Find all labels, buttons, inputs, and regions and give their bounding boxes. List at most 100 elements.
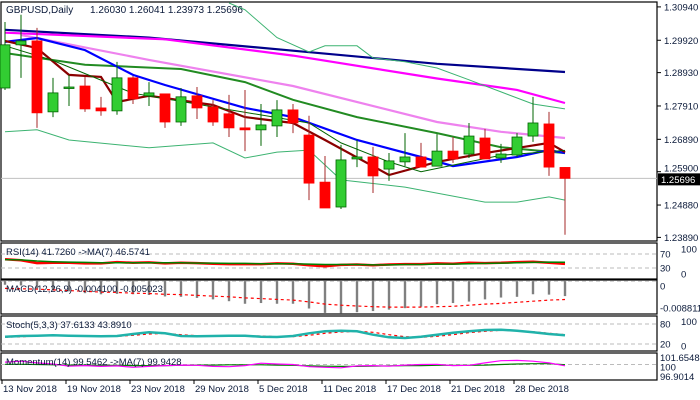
candle-body — [47, 92, 59, 113]
candle — [255, 104, 267, 146]
indicator-axis-label: 0 — [681, 342, 686, 353]
macd-histogram-bar — [19, 281, 23, 286]
candle — [303, 115, 315, 201]
candle — [15, 14, 27, 78]
symbol-timeframe: GBPUSD,Daily — [6, 5, 73, 16]
candle-body — [31, 40, 43, 114]
candle — [271, 100, 283, 138]
macd-histogram-bar — [51, 281, 55, 291]
y-tick-label: 1.25900 — [664, 163, 698, 174]
macd-histogram-bar — [99, 281, 103, 295]
candle — [95, 96, 107, 116]
indicator-axis-label: 20 — [660, 340, 671, 351]
price-panel — [0, 1, 658, 242]
candle — [431, 134, 443, 167]
x-tick-label: 11 Dec 2018 — [323, 384, 376, 395]
candle-body — [447, 150, 459, 160]
candle-body — [127, 77, 139, 100]
macd-histogram-bar — [275, 281, 279, 304]
macd-histogram-bar — [531, 281, 535, 295]
x-tick-label: 23 Nov 2018 — [131, 384, 185, 395]
x-tick-label: 21 Dec 2018 — [451, 384, 505, 395]
candle — [319, 155, 331, 209]
candle — [47, 77, 59, 118]
macd-histogram-bar — [35, 281, 39, 289]
candle — [79, 76, 91, 112]
macd-histogram-bar — [419, 281, 423, 307]
macd-histogram-bar — [179, 281, 183, 297]
candle-body — [79, 85, 91, 110]
macd-histogram-bar — [467, 281, 471, 302]
indicator-axis-label: 100 — [660, 363, 676, 374]
candle — [159, 93, 171, 128]
macd-histogram-bar — [403, 281, 407, 309]
indicator-axis-label: 70 — [660, 250, 671, 261]
candle — [415, 142, 427, 168]
x-tick-label: 5 Dec 2018 — [259, 384, 308, 395]
stoch-panel: Stoch(5,3,3) 37.6133 43.8910 — [0, 315, 658, 352]
indicator-axis-label: 101.6548 — [660, 353, 700, 364]
candle — [479, 128, 491, 160]
candle — [543, 111, 555, 176]
candle-body — [511, 136, 523, 156]
y-tick-label: 1.29920 — [664, 36, 698, 47]
candle-body — [287, 109, 299, 124]
candle — [31, 27, 43, 128]
macd-histogram-bar — [307, 281, 311, 309]
candle — [511, 133, 523, 157]
candle — [335, 144, 347, 209]
stoch-main-line — [4, 328, 566, 340]
macd-label: MACD(12,26,9) -0.004100 -0.005023 — [6, 284, 163, 295]
candle-body — [319, 181, 331, 209]
macd-histogram-bar — [147, 281, 151, 295]
macd-histogram-bar — [499, 281, 503, 298]
macd-histogram-bar — [371, 281, 375, 312]
candle-body — [111, 77, 123, 112]
indicator-axis-label: 80 — [660, 319, 671, 330]
candle — [207, 100, 219, 126]
candle-body — [223, 113, 235, 129]
macd-histogram-bar — [339, 281, 343, 314]
macd-histogram-bar — [83, 281, 87, 294]
y-tick-label: 1.23890 — [664, 233, 698, 244]
macd-panel-frame — [0, 279, 658, 315]
macd-histogram-bar — [195, 281, 199, 298]
ma-magenta-line — [4, 31, 566, 105]
candle — [63, 74, 75, 106]
candle-body — [15, 40, 27, 46]
candle-body — [63, 86, 75, 89]
candle-body — [0, 44, 11, 89]
candle-body — [495, 153, 507, 159]
indicator-axis-label: 0 — [681, 270, 686, 281]
momentum-panel: Momentum(14) 99.5462 ->MA(7) 99.9428 — [0, 352, 658, 381]
macd-histogram-bar — [435, 281, 439, 305]
ma-violet-line — [20, 33, 566, 140]
macd-histogram-bar — [163, 281, 167, 297]
candle-body — [95, 107, 107, 112]
macd-histogram-bar — [291, 281, 295, 304]
indicator-axis-label: 30 — [660, 264, 671, 275]
current-price-label: 1.25696 — [661, 175, 695, 186]
candle — [527, 96, 539, 142]
candle — [367, 146, 379, 193]
rsi-panel: RSI(14) 41.7260 ->MA(7) 46.5741 — [0, 242, 658, 280]
macd-histogram-bar — [67, 281, 71, 292]
indicator-panels: RSI(14) 41.7260 ->MA(7) 46.5741 MACD(12,2… — [0, 242, 658, 381]
macd-histogram-bar — [547, 281, 551, 295]
candle-body — [255, 124, 267, 131]
macd-panel: MACD(12,26,9) -0.004100 -0.005023 — [0, 279, 658, 315]
macd-histogram-bar — [355, 281, 359, 313]
x-tick-label: 13 Nov 2018 — [3, 384, 57, 395]
macd-histogram-bar — [451, 281, 455, 304]
y-tick-label: 1.30940 — [664, 2, 698, 13]
price-panel-frame — [0, 1, 658, 242]
candle-body — [159, 93, 171, 123]
macd-histogram-bar — [387, 281, 391, 310]
x-tick-label: 19 Nov 2018 — [67, 384, 121, 395]
ohlc-readout: 1.26030 1.26041 1.23973 1.25696 — [90, 5, 243, 16]
candle — [239, 89, 251, 152]
candle — [399, 133, 411, 167]
macd-histogram-bar — [115, 281, 119, 294]
